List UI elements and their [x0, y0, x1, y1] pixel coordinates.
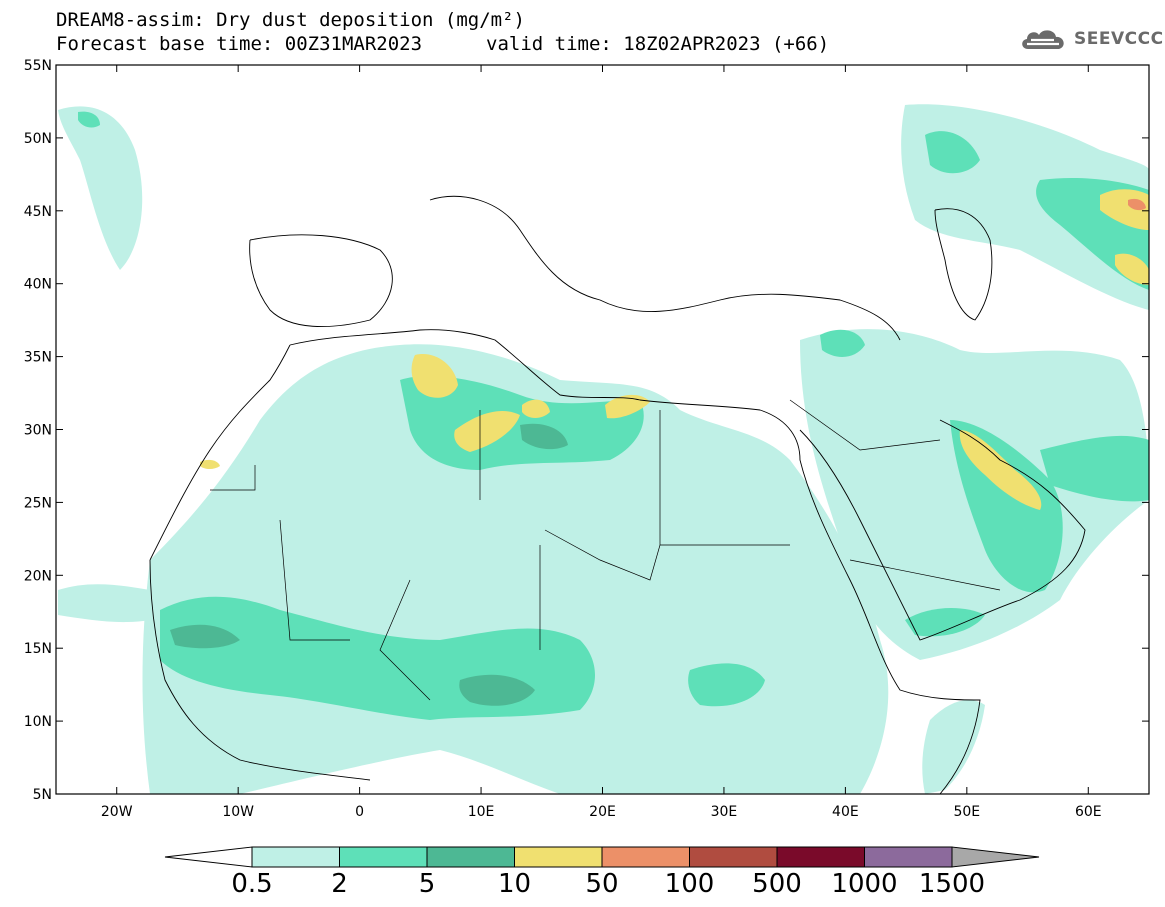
coastline-caspian [934, 208, 993, 321]
dust-region-light-somalia [922, 700, 985, 794]
colorbar-level-label: 2 [331, 869, 348, 899]
seevccc-logo: SEEVCCC [1018, 24, 1164, 54]
colorbar-segment [601, 846, 690, 868]
dust-region-yellow-algeria [411, 354, 458, 398]
dust-region-yellow-tunisia [454, 410, 520, 452]
lon-tick-label: 40E [832, 804, 859, 820]
coastline-europe [249, 195, 901, 341]
dust-region-yellow-libya-east [605, 394, 650, 419]
lon-tick-label: 0 [355, 804, 364, 820]
country-borders [210, 399, 1001, 701]
lat-tick-label: 50N [24, 131, 52, 147]
lat-tick-label: 25N [24, 495, 52, 511]
lon-tick-label: 60E [1075, 804, 1102, 820]
coastlines [149, 195, 1086, 794]
colorbar-segment [514, 846, 603, 868]
lon-tick-label: 10W [222, 804, 254, 820]
colorbar-level-label: 0.5 [231, 869, 273, 899]
lat-tick-label: 40N [24, 277, 52, 293]
colorbar-segment [426, 846, 515, 868]
lon-tick-label: 20W [101, 804, 133, 820]
colorbar [164, 846, 1040, 868]
dust-region-yellow-aral [1115, 253, 1149, 285]
lat-tick-label: 20N [24, 568, 52, 584]
longitude-axis: 20W 10W 0 10E 20E 30E 40E 50E 60E [101, 65, 1102, 820]
dust-region-medium-sudan [688, 663, 765, 707]
colorbar-over-arrow [951, 846, 1040, 868]
lon-tick-label: 10E [468, 804, 495, 820]
lat-tick-label: 45N [24, 204, 52, 220]
coastline-arabia [799, 419, 1086, 641]
colorbar-level-label: 50 [585, 869, 619, 899]
coastline-africa [149, 329, 981, 794]
dust-region-medium-atlantic [78, 111, 100, 128]
dust-region-orange-aral [1128, 198, 1146, 211]
dust-region-medium-iraq [820, 329, 865, 357]
lat-tick-label: 30N [24, 423, 52, 439]
dust-region-medium-yemen [905, 608, 985, 637]
lon-tick-label: 50E [953, 804, 980, 820]
lat-tick-label: 10N [24, 714, 52, 730]
colorbar-level-label: 100 [664, 869, 715, 899]
colorbar-segment [864, 846, 953, 868]
dust-region-yellow-persian-gulf [959, 430, 1042, 510]
lat-tick-label: 5N [33, 787, 52, 803]
latitude-axis: 5N 10N 15N 20N 25N 30N 35N 40N 45N 50N 55N [24, 58, 1149, 803]
lon-tick-label: 30E [711, 804, 738, 820]
colorbar-segment [251, 846, 340, 868]
logo-text: SEEVCCC [1074, 29, 1164, 49]
colorbar-segment [776, 846, 865, 868]
colorbar-level-label: 500 [752, 869, 802, 899]
colorbar-level-label: 10 [497, 869, 532, 899]
lat-tick-label: 15N [24, 641, 52, 657]
colorbar-segment [689, 846, 778, 868]
colorbar-level-label: 1000 [831, 869, 898, 899]
colorbar-segment [339, 846, 428, 868]
dust-region-dark-libya [520, 423, 568, 450]
lat-tick-label: 55N [24, 58, 52, 74]
map-title: DREAM8-assim: Dry dust deposition (mg/m²… [56, 9, 525, 31]
dust-shading [58, 104, 1149, 794]
valid-time: valid time: 18Z02APR2023 (+66) [486, 33, 830, 55]
lon-tick-label: 20E [589, 804, 616, 820]
colorbar-level-label: 5 [418, 869, 436, 899]
dust-region-light-atlantic [58, 106, 143, 270]
dust-region-medium-kazakh [925, 131, 980, 174]
colorbar-under-arrow [164, 846, 253, 868]
cloud-logo-icon [1022, 30, 1064, 49]
dust-region-dark-mali [170, 624, 240, 649]
dust-region-medium-iran [1040, 435, 1149, 502]
dust-region-yellow-libya [522, 399, 550, 418]
forecast-base-time: Forecast base time: 00Z31MAR2023 [56, 33, 423, 55]
dust-region-yellow-morocco [200, 459, 220, 469]
lat-tick-label: 35N [24, 350, 52, 366]
dust-region-dark-sahel [459, 674, 535, 706]
dust-region-light-atlantic-south [58, 584, 150, 623]
colorbar-level-label: 1500 [918, 869, 986, 899]
